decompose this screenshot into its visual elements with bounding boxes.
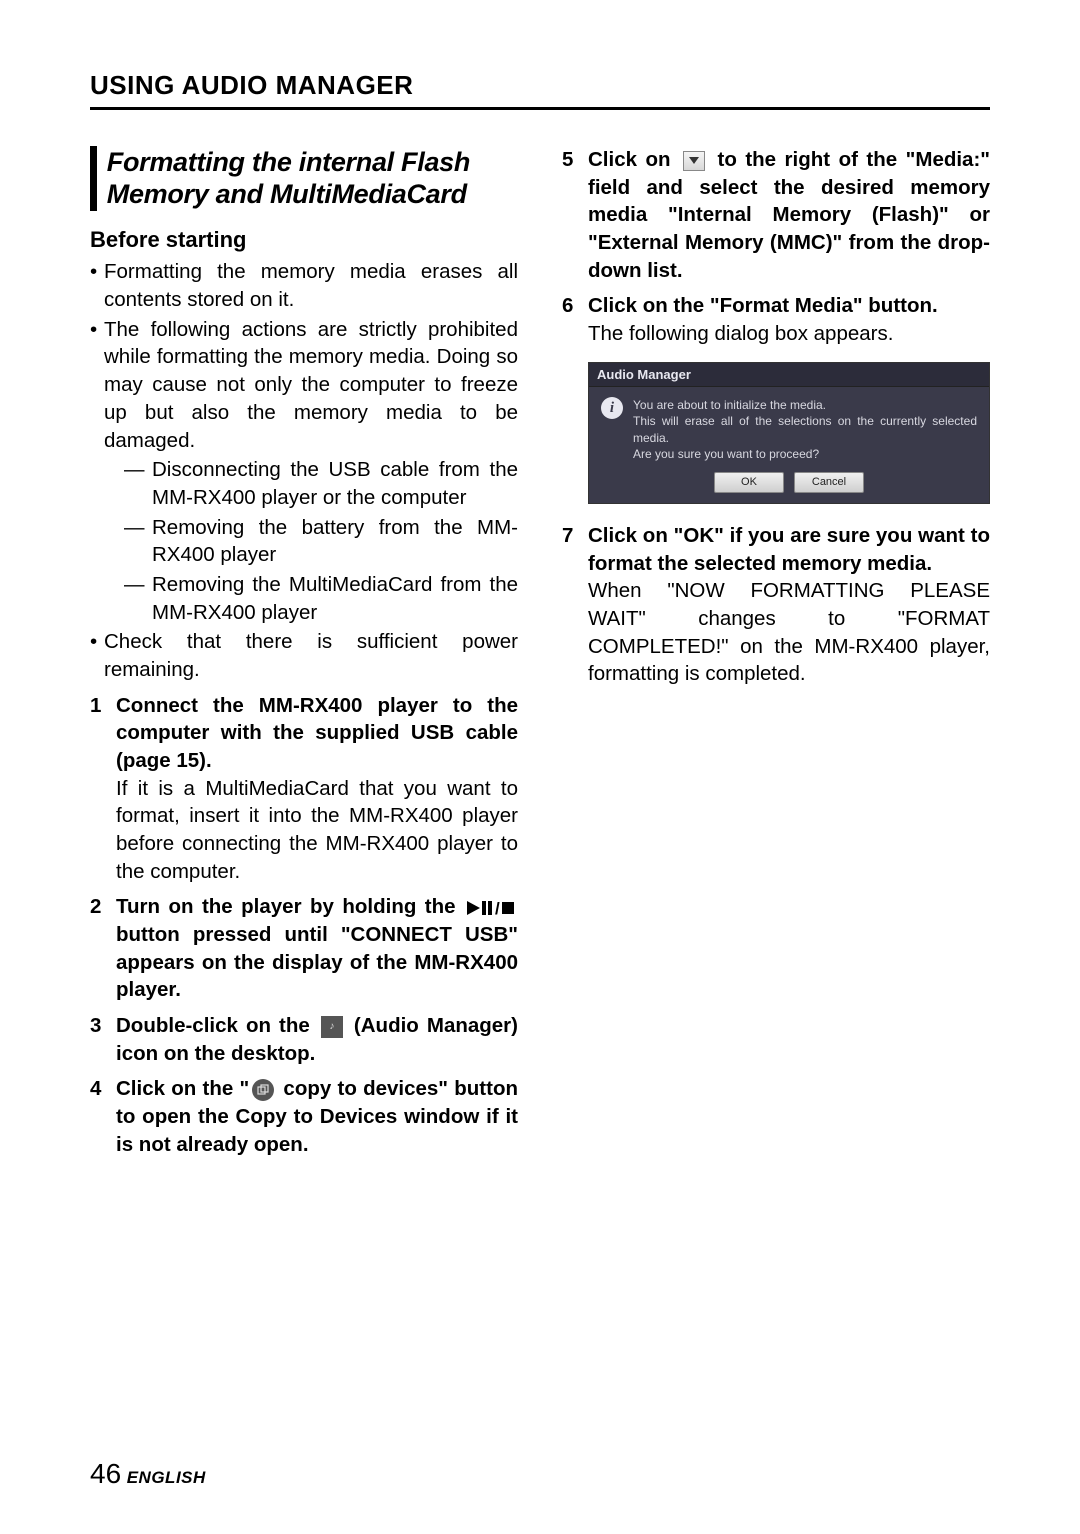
svg-text:/: / (495, 901, 500, 915)
step-4: Click on the " copy to devices" button t… (90, 1075, 518, 1158)
info-icon: i (601, 397, 623, 419)
step-7: Click on "OK" if you are sure you want t… (562, 522, 990, 688)
step-heading: Connect the MM-RX400 player to the compu… (116, 694, 518, 772)
step-3: Double-click on the ♪ (Audio Manager) ic… (90, 1012, 518, 1067)
audio-manager-icon: ♪ (321, 1016, 343, 1038)
ok-button[interactable]: OK (714, 472, 784, 493)
step-heading: Click on to the right of the "Media:" fi… (588, 148, 990, 282)
section-bar (90, 146, 97, 211)
step-body: If it is a MultiMediaCard that you want … (116, 775, 518, 886)
step-body: The following dialog box appears. (588, 320, 990, 348)
dialog-body: i You are about to initialize the media.… (589, 387, 989, 468)
dialog-line1: You are about to initialize the media. (633, 397, 977, 413)
step-heading: Click on the "Format Media" button. (588, 294, 938, 317)
step3-text-a: Double-click on the (116, 1014, 318, 1037)
bullet-list: Formatting the memory media erases all c… (90, 258, 518, 683)
left-column: Formatting the internal Flash Memory and… (90, 146, 518, 1166)
dialog-line3: Are you sure you want to proceed? (633, 446, 977, 462)
step2-text-a: Turn on the player by holding the (116, 895, 464, 918)
step5-text-a: Click on (588, 148, 679, 171)
steps-left: Connect the MM-RX400 player to the compu… (90, 692, 518, 1159)
dialog-buttons: OK Cancel (589, 468, 989, 503)
step-heading: Click on "OK" if you are sure you want t… (588, 524, 990, 575)
step2-text-b: button pressed until "CONNECT USB" appea… (116, 923, 518, 1001)
dash-item: Removing the battery from the MM-RX400 p… (124, 514, 518, 569)
step-1: Connect the MM-RX400 player to the compu… (90, 692, 518, 886)
step4-text-a: Click on the " (116, 1077, 249, 1100)
dialog-line2: This will erase all of the selections on… (633, 413, 977, 445)
dialog-title: Audio Manager (589, 363, 989, 388)
step-2: Turn on the player by holding the / butt… (90, 893, 518, 1004)
page-number: 46 (90, 1458, 121, 1489)
page-language: ENGLISH (127, 1468, 206, 1487)
dash-list: Disconnecting the USB cable from the MM-… (104, 456, 518, 626)
dash-item: Disconnecting the USB cable from the MM-… (124, 456, 518, 511)
before-starting-heading: Before starting (90, 225, 518, 255)
section-title-text: Formatting the internal Flash Memory and… (107, 146, 518, 211)
bullet-text: The following actions are strictly prohi… (104, 318, 518, 452)
bullet-item: Formatting the memory media erases all c… (90, 258, 518, 313)
dash-item: Removing the MultiMediaCard from the MM-… (124, 571, 518, 626)
step-heading: Click on the " copy to devices" button t… (116, 1077, 518, 1155)
bullet-item: Check that there is sufficient power rem… (90, 628, 518, 683)
bullet-item: The following actions are strictly prohi… (90, 316, 518, 626)
dropdown-arrow-icon (683, 151, 705, 171)
section-title: Formatting the internal Flash Memory and… (90, 146, 518, 211)
dialog-text: You are about to initialize the media. T… (633, 397, 977, 462)
cancel-button[interactable]: Cancel (794, 472, 864, 493)
content-columns: Formatting the internal Flash Memory and… (90, 146, 990, 1166)
step-body: When "NOW FORMATTING PLEASE WAIT" change… (588, 577, 990, 688)
step-6: Click on the "Format Media" button. The … (562, 292, 990, 503)
step-heading: Turn on the player by holding the / butt… (116, 895, 518, 1001)
play-pause-stop-icon: / (467, 901, 515, 915)
step-5: Click on to the right of the "Media:" fi… (562, 146, 990, 284)
step-heading: Double-click on the ♪ (Audio Manager) ic… (116, 1014, 518, 1065)
page-header: USING AUDIO MANAGER (90, 70, 990, 110)
steps-right: Click on to the right of the "Media:" fi… (562, 146, 990, 688)
dialog-box: Audio Manager i You are about to initial… (588, 362, 990, 504)
right-column: Click on to the right of the "Media:" fi… (562, 146, 990, 1166)
page-footer: 46 ENGLISH (90, 1458, 206, 1490)
copy-to-devices-icon (252, 1079, 274, 1101)
